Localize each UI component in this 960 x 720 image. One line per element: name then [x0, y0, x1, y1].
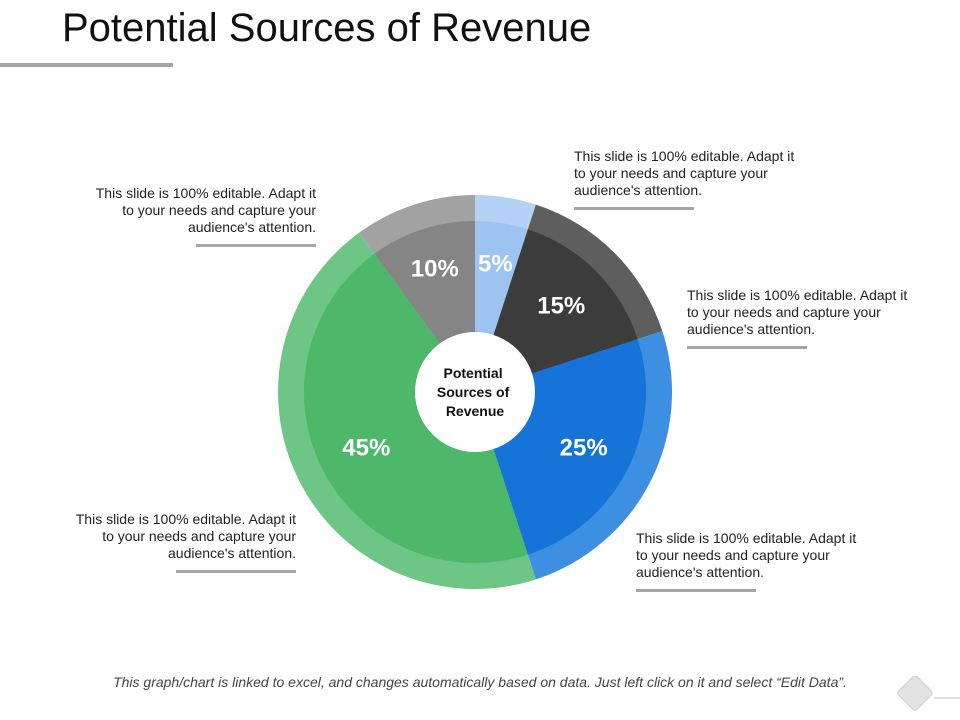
- slice-label-4: 10%: [411, 255, 459, 282]
- slice-label-2: 25%: [560, 434, 608, 461]
- center-label-line-1: Potential: [443, 365, 502, 381]
- callout-25pct: This slide is 100% editable. Adapt it to…: [636, 530, 861, 592]
- callout-text: This slide is 100% editable. Adapt it to…: [636, 530, 857, 580]
- center-label-line-3: Revenue: [446, 403, 505, 419]
- callout-text: This slide is 100% editable. Adapt it to…: [95, 185, 316, 235]
- title-underline: [0, 63, 173, 67]
- callout-45pct: This slide is 100% editable. Adapt it to…: [70, 511, 296, 573]
- callout-rule: [636, 589, 756, 592]
- center-label-line-2: Sources of: [437, 384, 510, 400]
- callout-text: This slide is 100% editable. Adapt it to…: [687, 287, 908, 337]
- center-label: Potential Sources of Revenue: [437, 365, 513, 419]
- slice-labels: 5% 15% 25% 45% 10%: [342, 251, 607, 462]
- callout-5pct: This slide is 100% editable. Adapt it to…: [574, 148, 799, 210]
- callout-text: This slide is 100% editable. Adapt it to…: [75, 511, 296, 561]
- pie-slice-3: [303, 253, 528, 564]
- callout-10pct: This slide is 100% editable. Adapt it to…: [90, 185, 316, 247]
- diamond-logo-icon: [897, 676, 960, 711]
- footnote: This graph/chart is linked to excel, and…: [113, 674, 847, 690]
- page-title: Potential Sources of Revenue: [62, 6, 592, 50]
- callout-rule: [196, 244, 316, 247]
- slice-label-3: 45%: [342, 434, 390, 461]
- callout-rule: [574, 207, 694, 210]
- slice-label-0: 5%: [478, 251, 513, 278]
- center-hole: [415, 332, 535, 452]
- callout-15pct: This slide is 100% editable. Adapt it to…: [687, 287, 912, 349]
- callout-rule: [176, 570, 296, 573]
- callout-rule: [687, 346, 807, 349]
- callout-text: This slide is 100% editable. Adapt it to…: [574, 148, 795, 198]
- slice-label-1: 15%: [537, 293, 585, 320]
